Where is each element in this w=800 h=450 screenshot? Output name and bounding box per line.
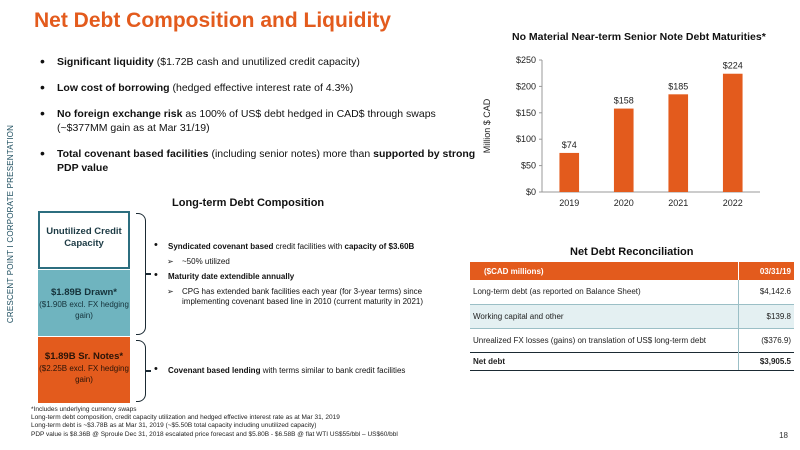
row-value: ($376.9) — [737, 328, 794, 352]
bullet-bold-2: supported by strong PDP value — [57, 148, 476, 174]
total-label: Net debt — [470, 351, 738, 371]
chart-title: No Material Near-term Senior Note Debt M… — [512, 31, 766, 43]
footnote: *Includes underlying currency swaps — [31, 406, 137, 413]
bullet-text: (including senior notes) more than — [208, 148, 374, 160]
footnote: PDP value is $8.36B @ Sproule Dec 31, 20… — [31, 430, 398, 438]
covenant-bold: Covenant based lending — [168, 366, 261, 375]
covenant-text: with terms similar to bank credit facili… — [260, 366, 406, 375]
row-label: Unrealized FX losses (gains) on translat… — [470, 328, 738, 352]
bullet-bold: Significant liquidity — [57, 56, 154, 68]
bullet-fx-risk: No foreign exchange risk as 100% of US$ … — [38, 106, 478, 135]
row-label: Working capital and other — [470, 304, 738, 329]
drawn-sublabel: ($1.90B excl. FX hedging gain) — [39, 300, 129, 320]
footnote: Long-term debt composition, credit capac… — [31, 414, 340, 422]
bullet-covenant: Total covenant based facilities (includi… — [38, 146, 478, 175]
y-tick-label: $200 — [516, 81, 536, 91]
y-tick-label: $0 — [526, 187, 536, 197]
x-tick-label: 2021 — [668, 198, 688, 208]
total-value: $3,905.5 — [737, 351, 794, 371]
maturity-point: Maturity date extendible annually — [152, 270, 462, 282]
y-tick-label: $250 — [516, 55, 536, 65]
bullet-text: ($1.72B cash and unutilized credit capac… — [153, 56, 360, 68]
data-label: $185 — [668, 81, 688, 91]
bracket-tip — [146, 370, 151, 372]
bullet-bold: No foreign exchange risk — [57, 108, 183, 120]
side-strip: CRESCENT POINT I CORPORATE PRESENTATION — [0, 0, 16, 450]
bullet-bold: Low cost of borrowing — [57, 82, 170, 94]
drawn-box: $1.89B Drawn* ($1.90B excl. FX hedging g… — [38, 270, 130, 336]
data-label: $158 — [614, 96, 634, 106]
utilized-subpoint: ~50% utilized — [152, 257, 462, 267]
bracket-tip — [146, 273, 151, 275]
credit-label: Unutilized Credit Capacity — [46, 226, 122, 249]
bar-2020 — [613, 108, 634, 192]
y-tick-label: $150 — [516, 108, 536, 118]
header-date: 03/31/19 — [737, 262, 794, 280]
notes-bracket — [136, 340, 146, 402]
bar-2021 — [668, 94, 689, 192]
syndicated-bold: Syndicated covenant based — [168, 242, 274, 251]
key-points: Significant liquidity ($1.72B cash and u… — [38, 54, 478, 187]
notes-sublabel: ($2.25B excl. FX hedging gain) — [39, 364, 129, 384]
x-tick-label: 2019 — [559, 198, 579, 208]
drawn-label: $1.89B Drawn* — [50, 287, 117, 298]
bullet-text: (hedged effective interest rate of 4.3%) — [169, 82, 354, 94]
row-value: $139.8 — [737, 304, 794, 329]
data-label: $224 — [723, 61, 743, 71]
table-row: Unrealized FX losses (gains) on translat… — [470, 328, 794, 352]
bank-facility-notes: Syndicated covenant based credit facilit… — [152, 240, 462, 312]
x-tick-label: 2020 — [614, 198, 634, 208]
y-tick-label: $50 — [521, 161, 536, 171]
table-total-row: Net debt $3,905.5 — [470, 351, 794, 371]
extension-subpoint: CPG has extended bank facilities each ye… — [152, 287, 462, 307]
senior-notes-box: $1.89B Sr. Notes* ($2.25B excl. FX hedgi… — [38, 337, 130, 403]
table-row: Working capital and other $139.8 — [470, 304, 794, 329]
y-tick-label: $100 — [516, 134, 536, 144]
net-debt-title: Net Debt Reconciliation — [570, 246, 694, 258]
bullet-text: as 100% of US$ debt hedged in CAD$ throu… — [57, 108, 436, 134]
page-title: Net Debt Composition and Liquidity — [34, 9, 391, 32]
bank-facility-bracket — [136, 213, 146, 335]
maturity-bar-chart: $0 $50 $100 $150 $200 $250 Million $ CAD $74 201… — [482, 55, 760, 208]
unutilized-credit-box: Unutilized Credit Capacity — [38, 211, 130, 269]
footnotes: *Includes underlying currency swaps Long… — [31, 406, 751, 439]
bar-2022 — [722, 73, 743, 192]
page-number: 18 — [779, 431, 788, 440]
syndicated-text: credit facilities with — [273, 242, 345, 251]
row-value: $4,142.6 — [737, 280, 794, 305]
syndicated-point: Syndicated covenant based credit facilit… — [152, 240, 462, 252]
notes-label: $1.89B Sr. Notes* — [44, 351, 124, 362]
bar-2019 — [559, 152, 580, 192]
row-label: Long-term debt (as reported on Balance S… — [470, 280, 738, 305]
covenant-point: Covenant based lending with terms simila… — [152, 364, 462, 376]
ltd-title: Long-term Debt Composition — [172, 197, 325, 209]
footnote: Long-term debt is ~$3.78B as at Mar 31, … — [31, 422, 317, 430]
maturity-bold: Maturity date extendible annually — [168, 272, 295, 281]
x-tick-label: 2022 — [723, 198, 743, 208]
net-debt-table: ($CAD millions) 03/31/19 Long-term debt … — [470, 262, 794, 371]
header-label: ($CAD millions) — [470, 262, 738, 280]
notes-notes: Covenant based lending with terms simila… — [152, 364, 462, 381]
data-label: $74 — [562, 140, 577, 150]
table-header-row: ($CAD millions) 03/31/19 — [470, 262, 794, 280]
syndicated-capacity: capacity of $3.60B — [344, 242, 415, 251]
bullet-bold: Total covenant based facilities — [57, 148, 209, 160]
bullet-liquidity: Significant liquidity ($1.72B cash and u… — [38, 54, 478, 69]
side-label: CRESCENT POINT I CORPORATE PRESENTATION — [6, 124, 15, 324]
bullet-borrowing: Low cost of borrowing (hedged effective … — [38, 80, 478, 95]
y-axis-label: Million $ CAD — [482, 98, 492, 153]
table-row: Long-term debt (as reported on Balance S… — [470, 280, 794, 305]
